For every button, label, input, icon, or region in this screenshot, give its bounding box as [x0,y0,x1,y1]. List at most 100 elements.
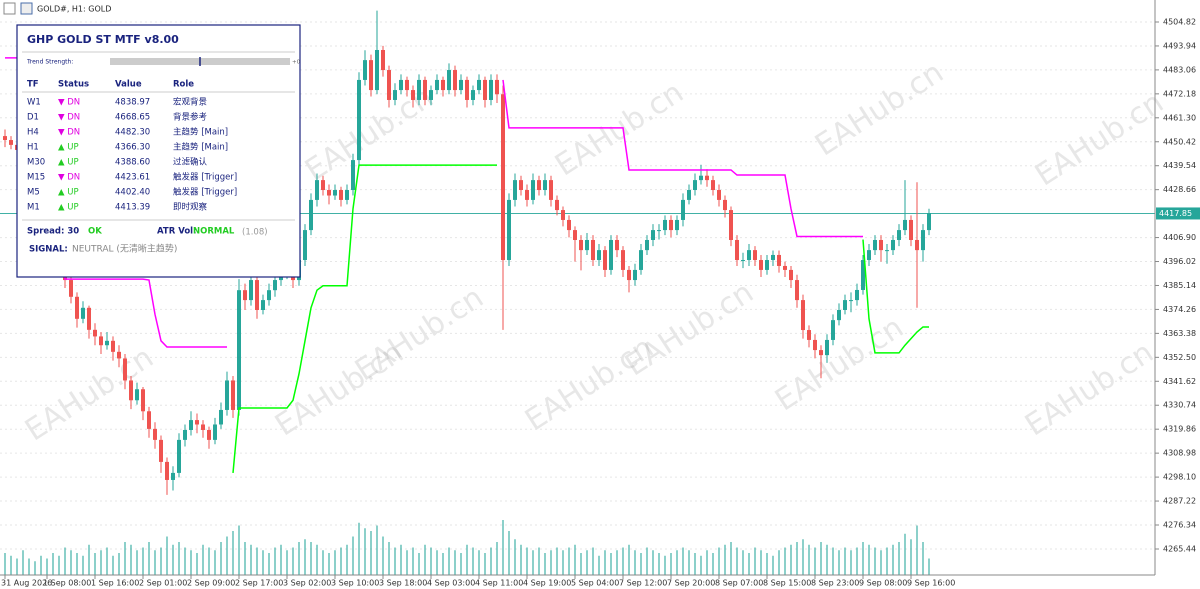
candle-body [855,289,859,301]
row-status: ▲ UP [58,143,79,153]
candle-body [849,300,853,302]
candle-body [669,219,673,231]
candle-body [225,380,229,410]
candle-body [675,219,679,231]
column-header: Value [115,80,142,90]
candle-body [687,190,691,200]
row-tf: M30 [27,158,45,168]
y-tick-label: 4493.94 [1163,41,1196,50]
last-price-label: 4417.85 [1159,209,1192,218]
chart-icon[interactable] [20,2,33,15]
x-tick-label: 2 Sep 09:00 [187,579,235,588]
candle-body [717,190,721,200]
candle-body [909,219,913,240]
candle-body [153,428,157,440]
column-header: Role [173,80,194,90]
y-tick-label: 4483.06 [1163,65,1196,74]
x-tick-label: 7 Sep 20:00 [667,579,715,588]
candle-body [861,260,865,290]
trend-value: +0 [292,60,301,66]
row-status: ▼ DN [58,98,80,108]
x-tick-label: 8 Sep 15:00 [763,579,811,588]
x-tick-label: 3 Sep 02:00 [283,579,331,588]
y-tick-label: 4374.26 [1163,305,1196,314]
row-value: 4388.60 [115,158,150,168]
candle-body [729,210,733,240]
row-tf: M15 [27,173,45,183]
candle-body [249,280,253,301]
row-role: 触发器 [Trigger] [173,187,237,198]
candle-body [171,472,175,480]
candle-body [705,175,709,181]
column-header: TF [27,80,39,90]
candle-body [723,199,727,211]
candle-body [759,260,763,270]
candle-body [459,79,463,91]
candle-body [411,90,415,100]
candle-body [309,199,313,231]
candle-body [267,290,271,301]
row-tf: M1 [27,203,40,213]
x-tick-label: 8 Sep 23:00 [811,579,859,588]
candle-body [777,254,781,266]
candle-body [219,409,223,425]
candle-body [543,180,547,191]
candle-body [165,461,169,480]
candle-body [327,190,331,196]
candle-body [315,180,319,200]
candle-body [333,190,337,196]
atr-label: ATR Vol: [157,227,197,237]
candle-body [585,239,589,251]
row-tf: W1 [27,98,41,108]
candle-body [843,300,847,310]
y-tick-label: 4450.42 [1163,137,1196,146]
row-status: ▼ DN [58,173,80,183]
candle-body [831,320,835,340]
candle-body [177,439,181,473]
candle-body [915,239,919,251]
candle-body [801,300,805,331]
candle-body [471,90,475,100]
candle-body [549,180,553,200]
candle-body [93,329,97,337]
candle-body [159,439,163,462]
x-tick-label: 2 Sep 01:00 [139,579,187,588]
candle-body [693,180,697,191]
candle-body [501,94,505,261]
candle-body [375,49,379,91]
candle-body [807,330,811,340]
candle-body [3,136,7,141]
y-tick-label: 4265.44 [1163,544,1196,553]
row-status: ▲ UP [58,188,79,198]
candle-body [513,180,517,200]
candle-body [195,420,199,425]
y-tick-label: 4363.38 [1163,329,1196,338]
row-status: ▲ UP [58,203,79,213]
candle-body [741,260,745,262]
atr-state: NORMAL [193,227,235,237]
row-value: 4413.39 [115,203,150,213]
row-value: 4838.97 [115,98,150,108]
x-tick-label: 9 Sep 16:00 [907,579,955,588]
row-value: 4482.30 [115,128,150,138]
candle-body [681,199,685,220]
candle-body [711,180,715,191]
candle-body [591,239,595,261]
candle-body [651,230,655,240]
candle-body [897,230,901,240]
candle-body [615,239,619,251]
signal-label: SIGNAL: [29,245,68,255]
candle-body [603,250,607,270]
candle-body [699,175,703,181]
candle-body [765,260,769,270]
row-status: ▲ UP [58,158,79,168]
candle-body [237,290,241,410]
menu-icon[interactable] [3,2,16,15]
candle-body [825,339,829,356]
row-role: 主趋势 [Main] [173,142,228,153]
y-tick-label: 4319.86 [1163,425,1196,434]
row-status: ▼ DN [58,128,80,138]
candle-body [231,380,235,410]
y-tick-label: 4428.66 [1163,185,1196,194]
candle-body [75,296,79,319]
